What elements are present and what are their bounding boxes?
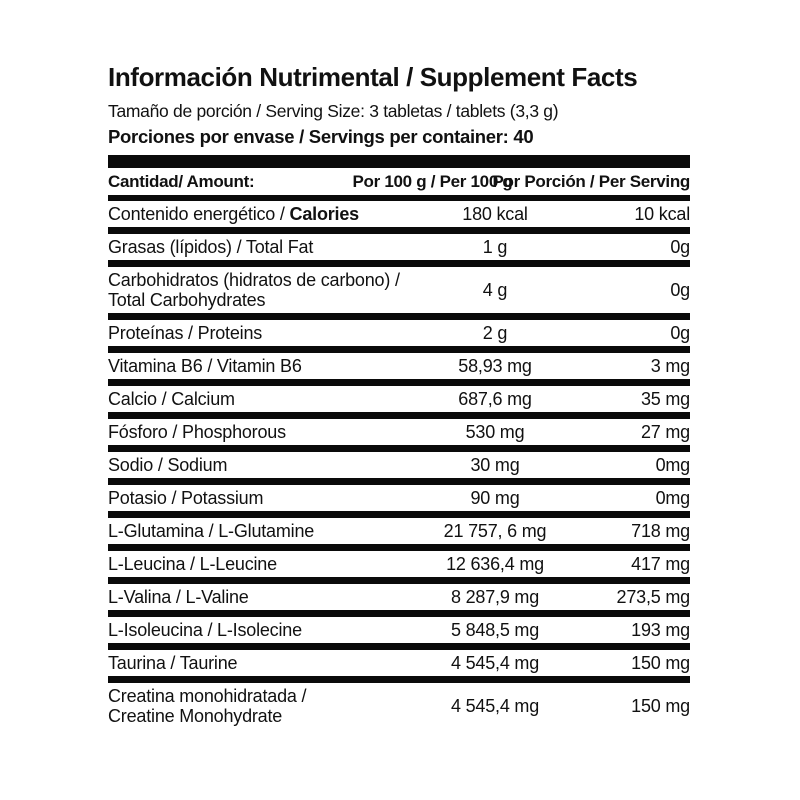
table-row-total-fat: Grasas (lípidos) / Total Fat 1 g 0g [108,234,690,267]
label-title: Información Nutrimental / Supplement Fac… [108,62,638,92]
row-per100-value: 90 mg [470,488,520,508]
row-label: Grasas (lípidos) / Total Fat [108,237,314,257]
row-label: Sodio / Sodium [108,455,228,475]
row-per100-value: 180 kcal [462,204,528,224]
row-label: Vitamina B6 / Vitamin B6 [108,356,302,376]
row-label: Carbohidratos (hidratos de carbono) / To… [108,270,400,310]
row-per-serving-value: 0g [670,280,690,300]
table-row-taurine: Taurina / Taurine 4 545,4 mg 150 mg [108,650,690,683]
table-row-total-carbohydrates: Carbohidratos (hidratos de carbono) / To… [108,267,690,320]
table-row-sodium: Sodio / Sodium 30 mg 0mg [108,452,690,485]
row-per100-value: 4 545,4 mg [450,653,540,673]
table-row-l-isoleucine: L-Isoleucina / L-Isolecine 5 848,5 mg 19… [108,617,690,650]
column-header-per-100g: Por 100 g / Per 100 g [352,172,513,191]
table-row-vitamin-b6: Vitamina B6 / Vitamin B6 58,93 mg 3 mg [108,353,690,386]
table-row-calcium: Calcio / Calcium 687,6 mg 35 mg [108,386,690,419]
row-per100-value: 4 g [482,280,508,300]
row-per-serving-value: 0mg [655,455,691,475]
table-row-l-leucine: L-Leucina / L-Leucine 12 636,4 mg 417 mg [108,551,690,584]
row-per-serving-value: 10 kcal [634,204,690,224]
row-per100-value: 5 848,5 mg [450,620,540,640]
row-per100-value: 1 g [482,237,508,257]
row-label: L-Valina / L-Valine [108,587,249,607]
table-row-potassium: Potasio / Potassium 90 mg 0mg [108,485,690,518]
row-per-serving-value: 0mg [655,488,691,508]
table-row-l-glutamine: L-Glutamina / L-Glutamine 21 757, 6 mg 7… [108,518,690,551]
column-headers: Cantidad/ Amount: Por 100 g / Per 100 g … [108,168,690,201]
row-per100-value: 8 287,9 mg [450,587,540,607]
row-per-serving-value: 3 mg [650,356,690,376]
row-per100-value: 4 545,4 mg [450,696,540,716]
row-per-serving-value: 718 mg [631,521,690,541]
row-per-serving-value: 417 mg [631,554,690,574]
row-per100-value: 12 636,4 mg [446,554,544,574]
row-per-serving-value: 0g [670,237,690,257]
row-label: Calcio / Calcium [108,389,235,409]
row-per-serving-value: 27 mg [640,422,690,442]
row-per-serving-value: 273,5 mg [616,587,691,607]
row-label: L-Leucina / L-Leucine [108,554,277,574]
row-per-serving-value: 0g [670,323,690,343]
row-label: Taurina / Taurine [108,653,238,673]
row-per100-value: 21 757, 6 mg [443,521,547,541]
row-per-serving-value: 150 mg [631,696,690,716]
table-row-l-valine: L-Valina / L-Valine 8 287,9 mg 273,5 mg [108,584,690,617]
row-per100-value: 687,6 mg [458,389,532,409]
table-row-phosphorous: Fósforo / Phosphorous 530 mg 27 mg [108,419,690,452]
row-per-serving-value: 193 mg [631,620,690,640]
table-row-proteins: Proteínas / Proteins 2 g 0g [108,320,690,353]
row-per100-value: 58,93 mg [458,356,532,376]
row-label: Contenido energético / Calories [108,204,359,224]
serving-size-line: Tamaño de porción / Serving Size: 3 tabl… [108,101,559,121]
servings-per-container-line: Porciones por envase / Servings per cont… [108,126,534,147]
supplement-facts-label: Información Nutrimental / Supplement Fac… [108,62,690,729]
row-per100-value: 2 g [482,323,508,343]
row-label: Potasio / Potassium [108,488,264,508]
row-label: Creatina monohidratada / Creatine Monohy… [108,686,307,726]
row-label: L-Glutamina / L-Glutamine [108,521,315,541]
row-per-serving-value: 35 mg [640,389,690,409]
row-per-serving-value: 150 mg [631,653,690,673]
row-label: L-Isoleucina / L-Isolecine [108,620,302,640]
column-header-per-serving: Por Porción / Per Serving [492,172,690,191]
row-label: Fósforo / Phosphorous [108,422,286,442]
row-per100-value: 30 mg [470,455,520,475]
row-per100-value: 530 mg [465,422,525,442]
header-top-bar [108,155,690,168]
column-header-amount: Cantidad/ Amount: [108,172,255,191]
table-row-creatine-monohydrate: Creatina monohidratada / Creatine Monohy… [108,683,690,729]
row-label: Proteínas / Proteins [108,323,263,343]
table-row-calories: Contenido energético / Calories 180 kcal… [108,201,690,234]
